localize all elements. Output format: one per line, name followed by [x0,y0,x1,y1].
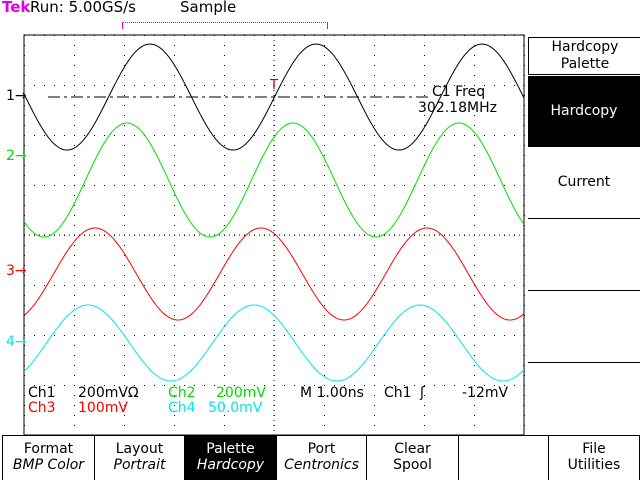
side-hardcopy-palette: Hardcopy Palette [528,37,640,75]
trigger-slope-icon: ʃ [420,385,425,401]
port-value: Centronics [284,457,359,473]
ch4-scale: 50.0mV [208,400,263,416]
file-utilities-button[interactable]: File Utilities [548,435,640,480]
record-view-bar [122,22,328,29]
ch1-scale: 200mVΩ [78,385,139,401]
clear-spool-button[interactable]: Clear Spool [366,435,458,480]
side-empty-2[interactable] [528,290,640,363]
ch2-label: Ch2 [168,385,196,401]
format-button[interactable]: Format BMP Color [2,435,94,480]
palette-button[interactable]: Palette Hardcopy [184,435,276,480]
format-title: Format [23,441,74,457]
ch3-waveform [23,227,525,321]
palette-title: Palette [206,441,255,457]
ch4-label: Ch4 [168,400,196,416]
palette-value: Hardcopy [196,457,265,473]
brand-logo: Tek [2,0,31,16]
ch4-marker[interactable]: 4→ [6,334,27,350]
waveform-display [23,34,525,436]
side-empty-3[interactable] [528,362,640,434]
ch1-label: Ch1 [28,385,56,401]
acquisition-mode: Sample [180,0,237,16]
ch2-scale: 200mV [216,385,266,401]
ch1-marker[interactable]: 1→ [6,88,27,104]
empty-bottom-button[interactable] [458,435,548,480]
file-title: File [582,441,606,457]
ch3-scale: 100mV [78,400,128,416]
measurement-label: C1 Freq [432,84,486,100]
trigger-source: Ch1 [384,385,412,401]
layout-title: Layout [115,441,164,457]
timebase: M 1.00ns [300,385,364,401]
clear-title: Clear [394,441,431,457]
trigger-level: -12mV [462,385,509,401]
ch3-label: Ch3 [28,400,56,416]
ch2-marker[interactable]: 2→ [6,148,27,164]
format-value: BMP Color [12,457,85,473]
layout-button[interactable]: Layout Portrait [94,435,184,480]
utilities-value: Utilities [567,457,621,473]
side-current[interactable]: Current [528,146,640,219]
ch2-waveform [23,122,525,238]
ch1-waveform [23,43,525,151]
port-button[interactable]: Port Centronics [276,435,366,480]
spool-value: Spool [393,457,432,473]
ch3-marker[interactable]: 3→ [6,263,27,279]
layout-value: Portrait [113,457,166,473]
measurement-value: 302.18MHz [418,100,497,116]
trigger-marker: T [270,78,278,93]
run-status: Run: 5.00GS/s [30,0,136,16]
ch4-waveform [23,304,525,382]
side-hardcopy[interactable]: Hardcopy [528,76,640,147]
port-title: Port [307,441,336,457]
side-empty-1[interactable] [528,218,640,291]
